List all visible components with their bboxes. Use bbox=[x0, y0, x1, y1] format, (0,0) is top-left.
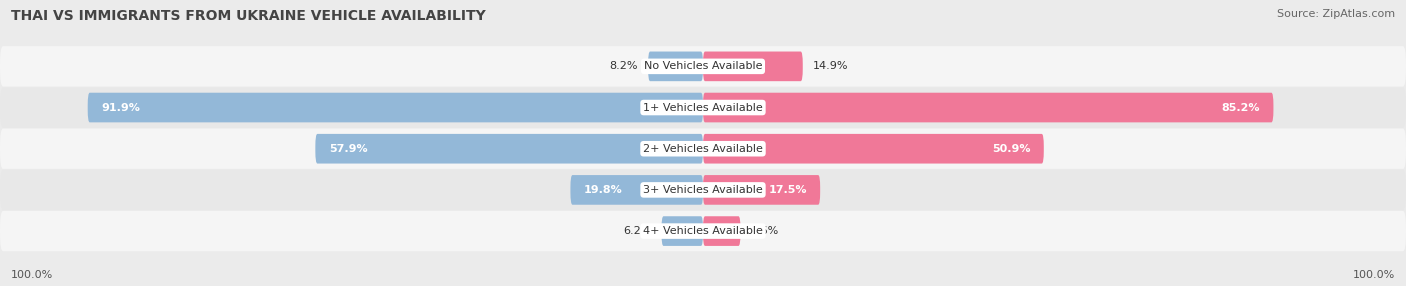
Text: 100.0%: 100.0% bbox=[11, 270, 53, 280]
Text: 3+ Vehicles Available: 3+ Vehicles Available bbox=[643, 185, 763, 195]
FancyBboxPatch shape bbox=[571, 175, 703, 205]
FancyBboxPatch shape bbox=[703, 175, 820, 205]
FancyBboxPatch shape bbox=[0, 211, 1406, 251]
FancyBboxPatch shape bbox=[703, 51, 803, 81]
Text: 2+ Vehicles Available: 2+ Vehicles Available bbox=[643, 144, 763, 154]
Text: 100.0%: 100.0% bbox=[1353, 270, 1395, 280]
FancyBboxPatch shape bbox=[661, 216, 703, 246]
Text: Source: ZipAtlas.com: Source: ZipAtlas.com bbox=[1277, 9, 1395, 19]
Text: 19.8%: 19.8% bbox=[583, 185, 623, 195]
FancyBboxPatch shape bbox=[0, 128, 1406, 169]
FancyBboxPatch shape bbox=[703, 93, 1274, 122]
FancyBboxPatch shape bbox=[315, 134, 703, 164]
FancyBboxPatch shape bbox=[703, 216, 741, 246]
Text: 5.6%: 5.6% bbox=[751, 226, 779, 236]
FancyBboxPatch shape bbox=[648, 51, 703, 81]
Text: THAI VS IMMIGRANTS FROM UKRAINE VEHICLE AVAILABILITY: THAI VS IMMIGRANTS FROM UKRAINE VEHICLE … bbox=[11, 9, 486, 23]
Text: 85.2%: 85.2% bbox=[1222, 103, 1260, 112]
Text: 14.9%: 14.9% bbox=[813, 61, 848, 71]
Text: 91.9%: 91.9% bbox=[101, 103, 141, 112]
FancyBboxPatch shape bbox=[0, 87, 1406, 128]
Text: 17.5%: 17.5% bbox=[768, 185, 807, 195]
FancyBboxPatch shape bbox=[0, 46, 1406, 87]
Text: 57.9%: 57.9% bbox=[329, 144, 367, 154]
Text: 50.9%: 50.9% bbox=[991, 144, 1031, 154]
Text: 6.2%: 6.2% bbox=[623, 226, 651, 236]
Text: No Vehicles Available: No Vehicles Available bbox=[644, 61, 762, 71]
FancyBboxPatch shape bbox=[703, 134, 1043, 164]
FancyBboxPatch shape bbox=[87, 93, 703, 122]
Text: 1+ Vehicles Available: 1+ Vehicles Available bbox=[643, 103, 763, 112]
Text: 4+ Vehicles Available: 4+ Vehicles Available bbox=[643, 226, 763, 236]
Text: 8.2%: 8.2% bbox=[610, 61, 638, 71]
FancyBboxPatch shape bbox=[0, 170, 1406, 210]
